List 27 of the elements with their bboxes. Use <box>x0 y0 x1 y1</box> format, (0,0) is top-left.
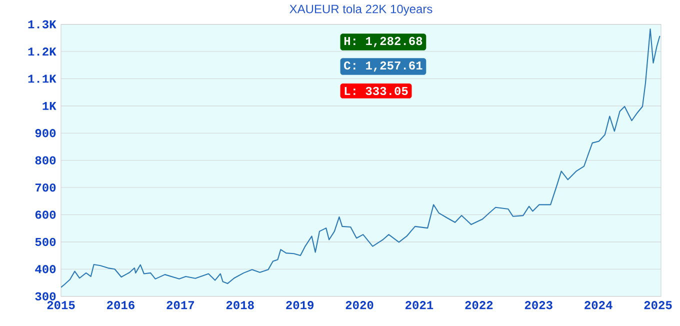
x-tick-label: 2020 <box>346 300 374 310</box>
x-tick-label: 2017 <box>166 300 194 310</box>
x-tick-label: 2015 <box>47 300 75 310</box>
x-tick-label: 2016 <box>107 300 134 310</box>
x-tick-label: 2025 <box>644 300 672 310</box>
annotation: H: 1,282.68 <box>344 36 422 47</box>
y-tick-label: 900 <box>35 128 56 138</box>
x-tick-label: 2018 <box>226 300 254 310</box>
y-tick-label: 1.1K <box>28 74 56 83</box>
x-tick-label: 2021 <box>406 300 434 310</box>
y-tick-label: 1.2K <box>28 47 56 56</box>
y-tick-label: 1.3K <box>28 20 56 28</box>
y-tick-label: 800 <box>35 156 56 164</box>
x-tick-label: 2022 <box>465 300 493 310</box>
y-tick-label: 1K <box>42 102 56 110</box>
y-tick-label: 600 <box>35 210 56 219</box>
y-tick-label: 400 <box>35 264 56 274</box>
chart-title: XAUEUR tola 22K 10years <box>290 4 432 16</box>
annotation: C: 1,257.61 <box>344 61 422 72</box>
line-series <box>61 28 660 288</box>
x-tick-label: 2024 <box>584 300 612 310</box>
x-tick-label: 2019 <box>286 300 314 310</box>
y-tick-label: 700 <box>35 183 56 192</box>
annotation: L: 333.05 <box>344 86 408 95</box>
y-tick-label: 500 <box>35 238 56 246</box>
x-tick-label: 2023 <box>524 300 552 310</box>
y-tick-label: 300 <box>35 292 56 300</box>
